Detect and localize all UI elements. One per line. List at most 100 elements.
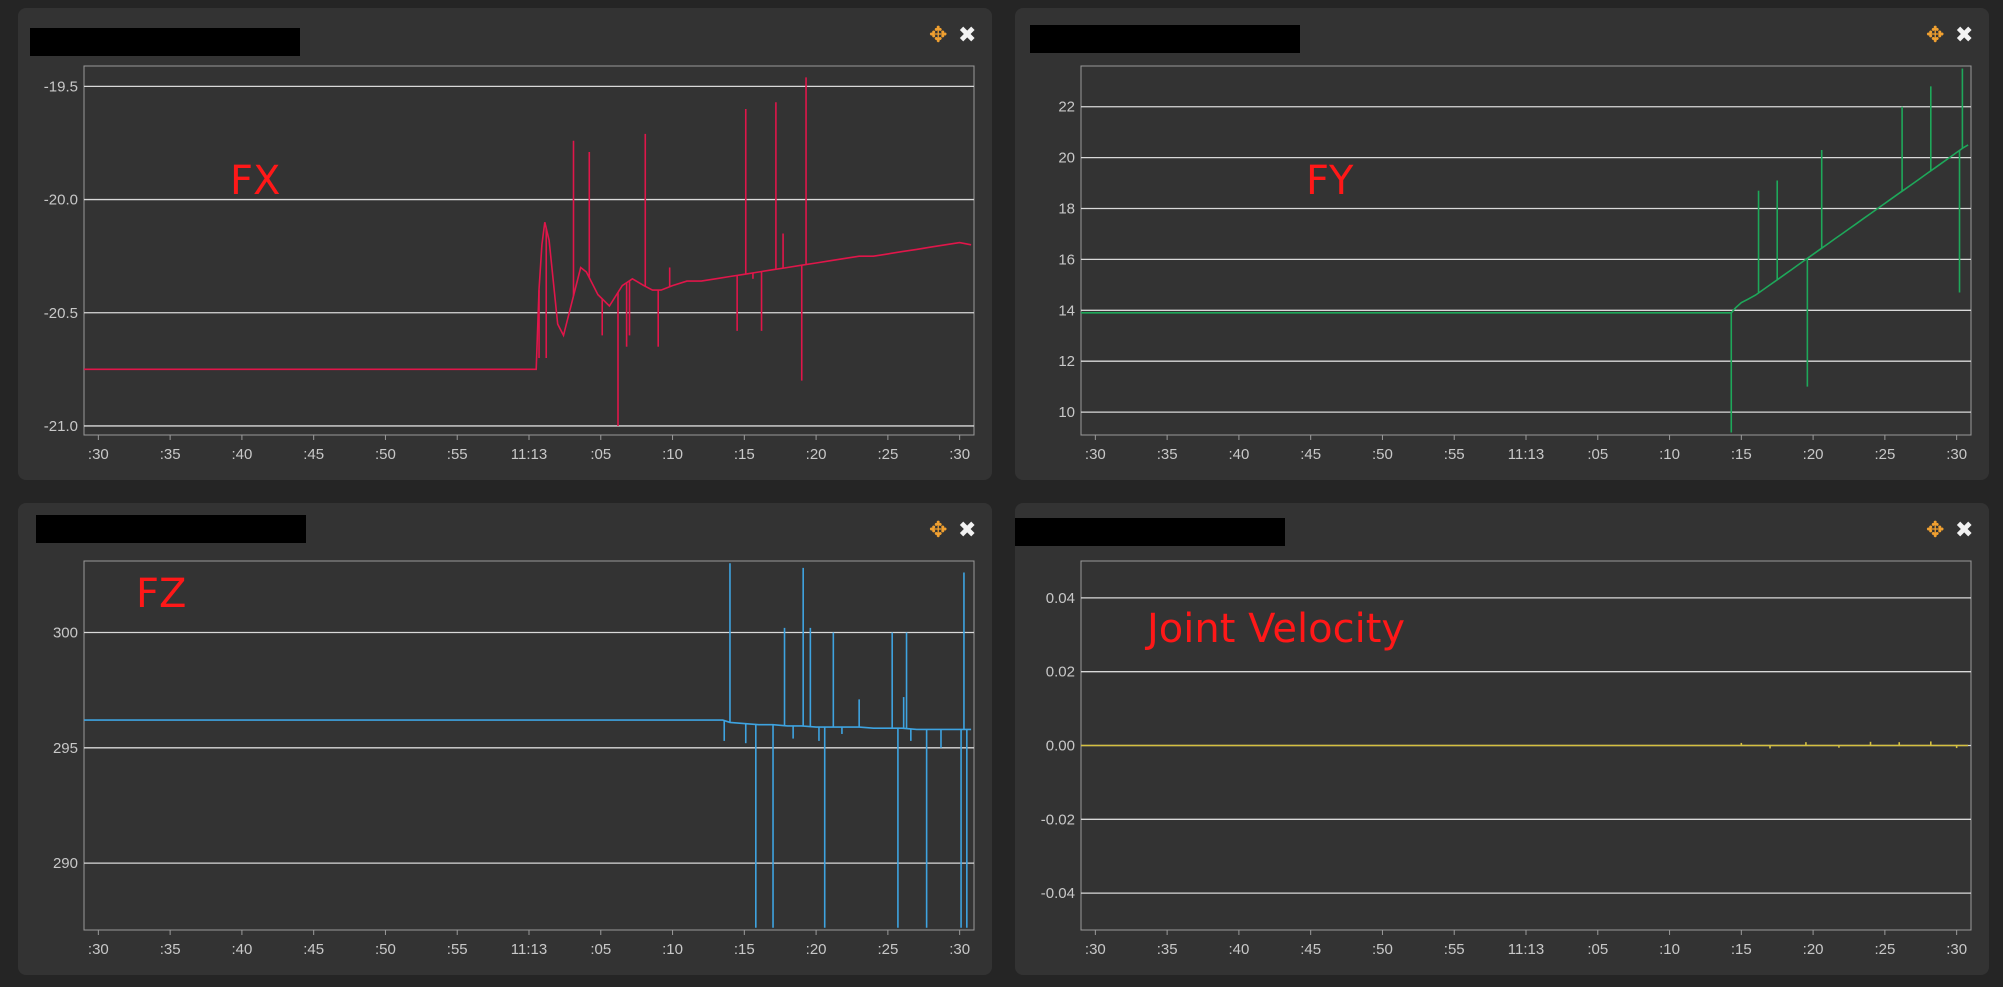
x-tick-label: :25 bbox=[877, 941, 898, 958]
x-tick-label: 11:13 bbox=[1508, 446, 1544, 463]
chart-label: FX bbox=[230, 158, 281, 204]
y-tick-label: 0.02 bbox=[1046, 664, 1075, 681]
x-tick-label: :50 bbox=[375, 941, 396, 958]
x-tick-label: :15 bbox=[1731, 941, 1752, 958]
y-tick-label: 12 bbox=[1058, 353, 1075, 370]
y-tick-label: 20 bbox=[1058, 150, 1075, 167]
x-tick-label: :20 bbox=[806, 446, 827, 463]
panel-title-redacted bbox=[30, 28, 300, 56]
x-tick-label: :45 bbox=[303, 941, 324, 958]
x-tick-label: :40 bbox=[1228, 941, 1249, 958]
series-line bbox=[1081, 144, 1969, 314]
x-tick-label: :05 bbox=[590, 446, 611, 463]
x-tick-label: :05 bbox=[590, 941, 611, 958]
x-tick-label: :05 bbox=[1587, 941, 1608, 958]
x-tick-label: :25 bbox=[877, 446, 898, 463]
x-tick-label: :55 bbox=[447, 941, 468, 958]
x-tick-label: :10 bbox=[1659, 446, 1680, 463]
y-tick-label: -21.0 bbox=[44, 418, 78, 435]
move-icon[interactable]: ✥ bbox=[929, 22, 948, 47]
x-tick-label: 11:13 bbox=[511, 941, 547, 958]
y-tick-label: 14 bbox=[1058, 302, 1075, 319]
y-tick-label: 22 bbox=[1058, 99, 1075, 116]
plot-frame bbox=[83, 65, 975, 436]
move-icon[interactable]: ✥ bbox=[1926, 517, 1945, 542]
x-tick-label: :40 bbox=[231, 941, 252, 958]
y-tick-label: 16 bbox=[1058, 251, 1075, 268]
x-tick-label: :55 bbox=[1444, 446, 1465, 463]
move-icon[interactable]: ✥ bbox=[929, 517, 948, 542]
chart-label: FY bbox=[1306, 158, 1354, 204]
x-tick-label: :35 bbox=[160, 941, 181, 958]
x-tick-label: :10 bbox=[1659, 941, 1680, 958]
x-tick-label: :10 bbox=[662, 941, 683, 958]
y-tick-label: -0.02 bbox=[1041, 811, 1075, 828]
close-icon[interactable]: ✖ bbox=[958, 22, 977, 47]
x-tick-label: :40 bbox=[231, 446, 252, 463]
chart-panel-joint-velocity: ✥ ✖ Joint Velocity 0.04 0.02 0.00 -0.02 -0.0… bbox=[1015, 503, 1989, 975]
x-tick-label: :50 bbox=[375, 446, 396, 463]
series-line bbox=[84, 222, 972, 371]
x-tick-label: :15 bbox=[734, 941, 755, 958]
x-tick-label: :30 bbox=[88, 446, 109, 463]
x-tick-label: 11:13 bbox=[1508, 941, 1544, 958]
x-tick-label: :45 bbox=[1300, 446, 1321, 463]
y-tick-label: -20.0 bbox=[44, 192, 78, 209]
fx-chart: -19.5 -20.0 -20.5 -21.0 :30 :35 :40 :45 :50 :55 11… bbox=[44, 65, 975, 463]
y-tick-label: -20.5 bbox=[44, 305, 78, 322]
x-tick-label: 11:13 bbox=[511, 446, 547, 463]
x-tick-label: :30 bbox=[1946, 941, 1967, 958]
x-tick-label: :15 bbox=[1731, 446, 1752, 463]
close-icon[interactable]: ✖ bbox=[958, 517, 977, 542]
x-tick-label: :35 bbox=[160, 446, 181, 463]
chart-panel-fz: ✥ ✖ FZ 300 295 290 :30 :35 :40 :45 :50 :55 11:13:… bbox=[18, 503, 992, 975]
y-tick-label: -19.5 bbox=[44, 78, 78, 95]
x-tick-label: :45 bbox=[1300, 941, 1321, 958]
x-tick-label: :40 bbox=[1228, 446, 1249, 463]
chart-label: FZ bbox=[136, 571, 187, 617]
x-tick-label: :30 bbox=[1946, 446, 1967, 463]
x-tick-label: :25 bbox=[1874, 446, 1895, 463]
move-icon[interactable]: ✥ bbox=[1926, 22, 1945, 47]
panel-title-redacted bbox=[36, 515, 306, 543]
close-icon[interactable]: ✖ bbox=[1955, 517, 1974, 542]
x-tick-label: :20 bbox=[1803, 941, 1824, 958]
plot-frame bbox=[1080, 65, 1972, 436]
x-tick-label: :20 bbox=[806, 941, 827, 958]
x-tick-label: :35 bbox=[1157, 941, 1178, 958]
y-tick-label: 10 bbox=[1058, 404, 1075, 421]
plot-frame bbox=[83, 560, 975, 931]
x-tick-label: :55 bbox=[1444, 941, 1465, 958]
y-tick-label: 295 bbox=[53, 740, 78, 757]
x-tick-label: :10 bbox=[662, 446, 683, 463]
chart-panel-fx: ✥ ✖ FX -19.5 -20.0 -20.5 -21.0 :30 :35 :40 :45:… bbox=[18, 8, 992, 480]
x-tick-label: :05 bbox=[1587, 446, 1608, 463]
fz-chart: 300 295 290 :30 :35 :40 :45 :50 :55 11:13 :05 :10 :1… bbox=[53, 560, 975, 958]
x-tick-label: :50 bbox=[1372, 941, 1393, 958]
y-tick-label: 0.00 bbox=[1046, 738, 1075, 755]
fy-chart: 22 20 18 16 14 12 10 :30 :35 :40 :45 :50 :55 11:13 :05… bbox=[1058, 65, 1972, 463]
x-tick-label: :25 bbox=[1874, 941, 1895, 958]
y-tick-label: 290 bbox=[53, 855, 78, 872]
x-tick-label: :30 bbox=[949, 941, 970, 958]
y-tick-label: 18 bbox=[1058, 201, 1075, 218]
x-tick-label: :30 bbox=[1085, 446, 1106, 463]
chart-panel-fy: ✥ ✖ FY 22 20 18 16 14 12 10 :30 :35 :40 :45 :50 :55 1… bbox=[1015, 8, 1989, 480]
close-icon[interactable]: ✖ bbox=[1955, 22, 1974, 47]
x-tick-label: :20 bbox=[1803, 446, 1824, 463]
x-tick-label: :35 bbox=[1157, 446, 1178, 463]
x-tick-label: :50 bbox=[1372, 446, 1393, 463]
x-tick-label: :55 bbox=[447, 446, 468, 463]
joint-velocity-chart: 0.04 0.02 0.00 -0.02 -0.04 :30 :35 :40 :45 :50 :55… bbox=[1041, 560, 1972, 958]
chart-label: Joint Velocity bbox=[1147, 606, 1406, 652]
x-tick-label: :45 bbox=[303, 446, 324, 463]
x-tick-label: :15 bbox=[734, 446, 755, 463]
x-tick-label: :30 bbox=[1085, 941, 1106, 958]
y-tick-label: 300 bbox=[53, 624, 78, 641]
y-tick-label: 0.04 bbox=[1046, 590, 1075, 607]
x-tick-label: :30 bbox=[88, 941, 109, 958]
x-tick-label: :30 bbox=[949, 446, 970, 463]
panel-title-redacted bbox=[1030, 25, 1300, 53]
y-tick-label: -0.04 bbox=[1041, 885, 1075, 902]
series-line bbox=[84, 719, 972, 731]
